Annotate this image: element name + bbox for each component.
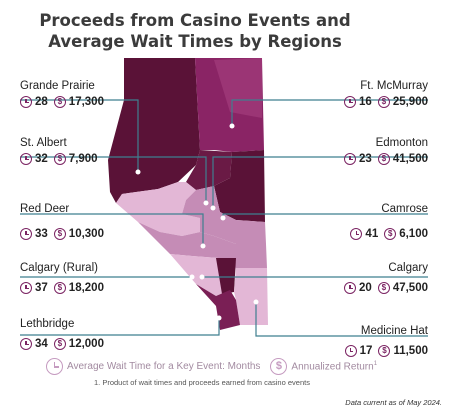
page-title: Proceeds from Casino Events and Average …	[0, 10, 390, 52]
clock-icon	[344, 282, 357, 294]
region-name: St. Albert	[20, 137, 67, 149]
clock-icon	[20, 282, 32, 294]
dollar-icon: $	[53, 96, 66, 108]
leader-line-st-albert	[20, 156, 207, 203]
marker-medicine-hat	[253, 299, 259, 305]
wait-value: 32	[35, 153, 48, 165]
leader-line-medicine-hat	[255, 302, 428, 337]
region-label-ft-mcmurray: Ft. McMurray 16 $ 25,900	[344, 80, 428, 108]
clock-icon	[350, 228, 363, 240]
region-label-grande-prairie: Grande Prairie 28 $ 17,300	[20, 80, 110, 108]
region-label-calgary: Calgary 20 $ 47,500	[344, 262, 428, 294]
clock-icon	[20, 228, 32, 240]
dollar-icon: $	[384, 228, 397, 240]
footnote: 1. Product of wait times and proceeds ea…	[94, 378, 310, 387]
wait-value: 33	[35, 228, 48, 240]
wait-value: 37	[35, 282, 48, 294]
region-area-edmonton	[214, 150, 265, 222]
marker-edmonton	[210, 205, 216, 211]
region-name: Edmonton	[375, 137, 428, 149]
region-area-grande-prairie	[108, 58, 200, 203]
dollar-icon: $	[377, 96, 390, 108]
proceeds-value: 41,500	[392, 153, 428, 165]
region-label-calgary-rural: Calgary (Rural) 37 $ 18,200	[20, 262, 110, 294]
marker-grande-prairie	[135, 169, 141, 175]
region-label-st-albert: St. Albert 32 $ 7,900	[20, 137, 104, 165]
proceeds-value: 12,000	[68, 338, 104, 350]
marker-lethbridge	[216, 315, 222, 321]
legend-clock-icon	[46, 358, 63, 375]
clock-icon	[344, 153, 357, 165]
clock-icon	[344, 345, 357, 357]
legend-proceeds-text: Annualized Return	[291, 361, 374, 373]
dollar-icon: $	[53, 338, 66, 350]
proceeds-value: 10,300	[68, 228, 104, 240]
clock-icon	[20, 338, 32, 350]
region-name: Ft. McMurray	[360, 80, 428, 92]
dollar-icon: $	[377, 153, 390, 165]
region-label-lethbridge: Lethbridge 34 $ 12,000	[20, 318, 110, 350]
proceeds-value: 25,900	[392, 96, 428, 108]
marker-camrose	[220, 215, 226, 221]
legend: Average Wait Time for a Key Event: Month…	[46, 358, 387, 375]
marker-st-albert	[203, 200, 209, 206]
region-label-medicine-hat: Medicine Hat 17 $ 11,500	[344, 325, 428, 357]
wait-value: 28	[35, 96, 48, 108]
wait-value: 23	[359, 153, 372, 165]
clock-icon	[20, 153, 32, 165]
marker-red-deer	[200, 243, 206, 249]
legend-dollar-icon: $	[270, 358, 288, 375]
region-name: Grande Prairie	[20, 80, 95, 92]
marker-ft-mcmurray	[229, 123, 235, 129]
wait-value: 17	[359, 345, 373, 357]
region-name: Calgary	[388, 262, 428, 274]
leader-line-lethbridge	[20, 318, 220, 336]
wait-value: 16	[359, 96, 372, 108]
region-label-edmonton: Edmonton 23 $ 41,500	[344, 137, 428, 165]
legend-wait-label: Average Wait Time for a Key Event: Month…	[67, 361, 261, 372]
leader-line-red-deer	[20, 213, 204, 246]
region-name: Camrose	[381, 203, 428, 215]
proceeds-value: 18,200	[68, 282, 104, 294]
region-area-st-albert	[186, 150, 232, 190]
marker-calgary-rural	[189, 274, 195, 280]
leader-line-ft-mcmurray	[231, 99, 428, 126]
dollar-icon: $	[53, 282, 66, 294]
region-name: Calgary (Rural)	[20, 262, 98, 274]
marker-calgary	[199, 274, 205, 280]
region-name: Lethbridge	[20, 318, 75, 330]
wait-value: 20	[359, 282, 372, 294]
proceeds-value: 7,900	[68, 153, 98, 165]
wait-value: 41	[365, 228, 379, 240]
data-currency-note: Data current as of May 2024.	[345, 398, 442, 407]
proceeds-value: 47,500	[392, 282, 428, 294]
wait-value: 34	[35, 338, 48, 350]
region-label-red-deer: Red Deer 33 $ 10,300	[20, 203, 110, 240]
region-label-camrose: Camrose 41 $ 6,100	[350, 203, 428, 240]
dollar-icon: $	[53, 228, 66, 240]
title-line-1: Proceeds from Casino Events and	[39, 11, 351, 30]
title-line-2: Average Wait Times by Regions	[48, 32, 342, 51]
legend-proceeds-label: Annualized Return1	[291, 361, 377, 372]
dollar-icon: $	[53, 153, 66, 165]
proceeds-value: 11,500	[393, 345, 428, 357]
dollar-icon: $	[377, 282, 390, 294]
proceeds-value: 6,100	[399, 228, 428, 240]
region-area-medicine-hat	[234, 268, 268, 325]
region-area-ft-mcmurray-south	[214, 58, 262, 118]
clock-icon	[344, 96, 357, 108]
region-area-lethbridge	[196, 284, 240, 330]
region-name: Medicine Hat	[360, 325, 428, 337]
region-area-red-deer	[116, 182, 200, 236]
region-name: Red Deer	[20, 203, 70, 215]
legend-proceeds-sup: 1	[373, 360, 378, 367]
region-area-calgary-core	[216, 258, 236, 294]
leader-line-edmonton	[212, 156, 428, 208]
clock-icon	[20, 96, 32, 108]
proceeds-value: 17,300	[68, 96, 104, 108]
dollar-icon: $	[378, 345, 391, 357]
